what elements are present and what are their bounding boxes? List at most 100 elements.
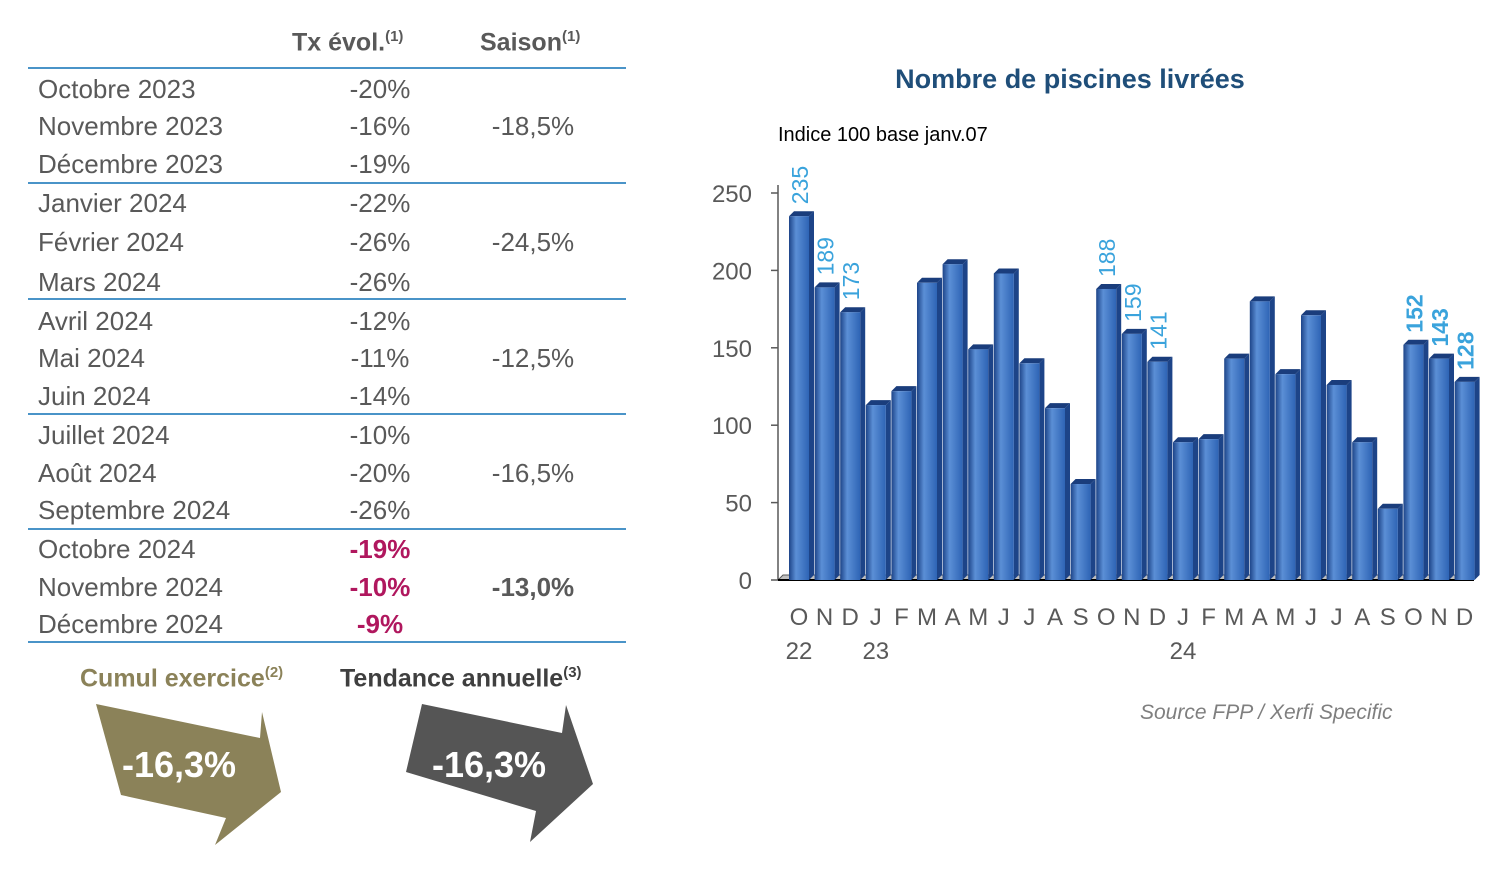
- bar-face: [1096, 288, 1117, 580]
- tendance-title: Tendance annuelle(3): [340, 664, 582, 693]
- cumul-title: Cumul exercice(2): [80, 664, 283, 693]
- table-row: Juillet 2024 -10%: [28, 416, 626, 454]
- bar-face: [1301, 315, 1321, 580]
- season-value: -18,5%: [491, 111, 575, 141]
- bar: [1147, 356, 1173, 580]
- bar-top: [789, 211, 814, 217]
- bar-face: [1173, 442, 1193, 580]
- table-divider: [28, 413, 626, 415]
- bar-side: [1321, 310, 1326, 580]
- row-label: Février 2024: [38, 227, 184, 257]
- x-tick-label: J: [998, 604, 1010, 631]
- x-tick-label: A: [1047, 604, 1063, 631]
- x-tick-label: M: [1275, 604, 1295, 631]
- row-label: Juin 2024: [38, 381, 151, 411]
- bar-face: [1147, 361, 1168, 580]
- bar-side: [1295, 369, 1301, 580]
- x-tick-label: S: [1073, 604, 1089, 631]
- header-evol: Tx évol.(1): [292, 28, 403, 57]
- season-value: -24,5%: [491, 227, 575, 257]
- row-label: Avril 2024: [38, 306, 154, 336]
- row-label: Janvier 2024: [38, 188, 187, 218]
- bar-side: [1346, 379, 1352, 580]
- bar-top: [1454, 376, 1480, 382]
- bar-side: [809, 211, 814, 580]
- bar-top: [1275, 369, 1301, 375]
- bar-face: [865, 405, 886, 580]
- x-tick-label: O: [790, 604, 809, 631]
- bar-face: [1224, 358, 1245, 580]
- bar-top: [891, 386, 917, 392]
- table-divider: [28, 641, 626, 643]
- bar: [814, 282, 840, 580]
- bar: [840, 307, 866, 580]
- bar-face: [1019, 363, 1040, 580]
- tendance-arrow-shape: [406, 704, 593, 842]
- x-tick-label: J: [1177, 604, 1189, 631]
- bar-side: [962, 259, 968, 580]
- header-season-label: Saison: [480, 28, 562, 57]
- x-tick-label: J: [870, 604, 882, 631]
- bar-top: [1224, 353, 1250, 359]
- data-label: 235: [787, 166, 813, 204]
- row-evol: -22%: [349, 188, 411, 218]
- bar-face: [1045, 408, 1065, 580]
- row-label: Décembre 2024: [38, 609, 223, 639]
- row-label: Juillet 2024: [38, 420, 170, 450]
- table-row: Novembre 2024 -10%: [28, 568, 626, 606]
- bar-top: [1019, 358, 1045, 364]
- table-row: Mai 2024 -11%: [28, 339, 626, 377]
- bar: [789, 211, 814, 580]
- x-tick-label: D: [842, 604, 859, 631]
- bar-side: [885, 400, 891, 580]
- bar-top: [1403, 339, 1429, 345]
- y-tick-label: 200: [712, 258, 752, 285]
- bar-top: [1045, 403, 1070, 409]
- bar-face: [1070, 484, 1091, 580]
- x-tick-label: D: [1149, 604, 1166, 631]
- bar: [1121, 328, 1147, 580]
- bar: [1019, 358, 1045, 580]
- bar-top: [1173, 437, 1198, 443]
- chart-bars: [789, 211, 1480, 580]
- y-tick-label: 0: [739, 568, 752, 595]
- row-evol: -19%: [349, 534, 411, 564]
- table-row: Avril 2024 -12%: [28, 302, 626, 340]
- bar-face: [968, 349, 989, 580]
- y-tick-label: 250: [712, 181, 752, 208]
- data-label: 159: [1120, 283, 1146, 321]
- table-row: Octobre 2023 -20%: [28, 70, 626, 108]
- bar-face: [789, 216, 809, 580]
- x-tick-label: J: [1305, 604, 1317, 631]
- bar-face: [1352, 442, 1373, 580]
- bar-top: [814, 282, 840, 288]
- bar-face: [814, 287, 835, 580]
- bar: [917, 277, 942, 580]
- bar: [891, 386, 917, 580]
- bar-side: [1269, 296, 1275, 580]
- bar: [1377, 503, 1403, 580]
- bar-side: [1423, 339, 1429, 580]
- row-label: Mai 2024: [38, 343, 145, 373]
- tendance-title-label: Tendance annuelle: [340, 664, 564, 693]
- bar-top: [1147, 356, 1173, 362]
- bar-top: [1326, 379, 1352, 385]
- x-tick-label: M: [1224, 604, 1244, 631]
- row-evol: -20%: [349, 74, 411, 104]
- row-evol: -12%: [349, 306, 411, 336]
- table-row: Novembre 2023 -16%: [28, 107, 626, 145]
- table-row: Décembre 2024 -9%: [28, 605, 626, 643]
- bar-face: [1198, 439, 1219, 580]
- y-tick-label: 50: [725, 491, 752, 518]
- bar: [993, 268, 1019, 580]
- season-value: -13,0%: [491, 572, 575, 602]
- data-label: 173: [838, 262, 864, 300]
- bar-side: [1013, 268, 1019, 580]
- row-evol: -14%: [349, 381, 411, 411]
- x-tick-label: J: [1331, 604, 1343, 631]
- data-label: 141: [1145, 311, 1171, 349]
- bar-face: [1326, 384, 1347, 580]
- row-evol: -11%: [350, 343, 410, 373]
- table-row: Janvier 2024 -22%: [28, 184, 626, 222]
